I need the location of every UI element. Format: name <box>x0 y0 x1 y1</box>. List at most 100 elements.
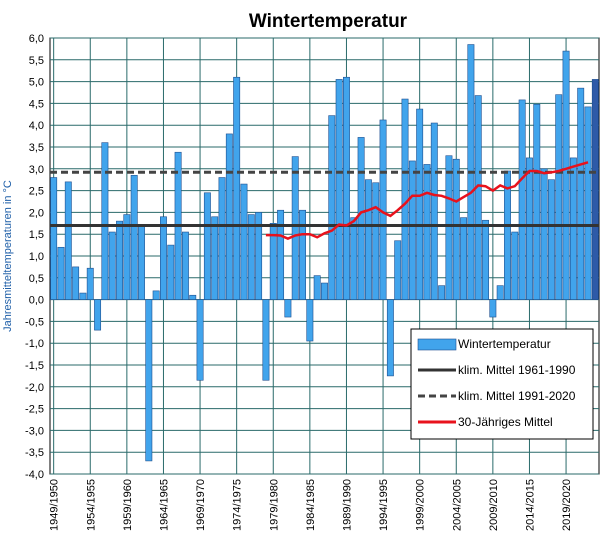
bar <box>101 142 109 300</box>
bar <box>328 115 336 300</box>
bar <box>511 231 519 300</box>
bar <box>408 160 416 300</box>
bar <box>291 156 299 300</box>
bar <box>489 299 497 318</box>
bar-series <box>50 44 599 462</box>
bar <box>240 183 248 300</box>
bar <box>562 50 570 300</box>
bar <box>401 98 409 300</box>
bar <box>350 217 358 300</box>
bar <box>591 79 599 300</box>
x-tick-label: 1949/1950 <box>49 479 61 531</box>
legend: Wintertemperatur klim. Mittel 1961-1990 kl… <box>410 328 594 440</box>
y-tick-label: 3,0 <box>29 164 44 176</box>
legend-label: Wintertemperatur <box>458 337 551 351</box>
bar <box>57 246 65 300</box>
legend-label: 30-Jähriges Mittel <box>458 415 553 429</box>
y-tick-label: 4,0 <box>29 120 44 132</box>
bar <box>94 299 102 331</box>
x-tick-label: 1994/1995 <box>378 479 390 531</box>
bar <box>299 209 306 300</box>
bar <box>518 99 526 300</box>
x-tick-label: 1969/1970 <box>195 479 207 531</box>
bar <box>167 244 175 300</box>
bar <box>64 181 72 300</box>
x-tick-label: 1979/1980 <box>268 479 280 531</box>
legend-label: klim. Mittel 1961-1990 <box>458 363 576 377</box>
y-tick-label: -1,5 <box>25 360 44 372</box>
bar <box>116 220 123 300</box>
y-tick-label: -2,0 <box>25 382 44 394</box>
y-axis-label: Jahresmitteltemperaturen in °C <box>2 180 14 332</box>
bar <box>262 299 270 381</box>
y-tick-label: 1,0 <box>29 251 44 263</box>
bar <box>306 299 314 342</box>
bar <box>547 179 555 300</box>
bar <box>145 299 153 462</box>
bar <box>423 164 431 300</box>
bar <box>430 122 438 300</box>
bar <box>496 285 504 300</box>
y-tick-label: 5,0 <box>29 77 44 89</box>
x-tick-label: 1999/2000 <box>415 479 427 531</box>
y-tick-label: -2,5 <box>25 404 44 416</box>
y-tick-label: -4,0 <box>25 469 44 481</box>
bar <box>123 214 131 300</box>
y-tick-label: 3,5 <box>29 142 44 154</box>
bar <box>138 225 145 300</box>
bar <box>372 182 380 300</box>
bar <box>416 108 424 300</box>
bar <box>72 266 80 300</box>
y-axis-ticks: 6,0 5,5 5,0 4,5 4,0 3,5 3,0 2,5 2,0 1,5 1,0 0,5 0,0 -… <box>25 33 44 481</box>
bar <box>335 79 343 300</box>
bar <box>445 155 453 300</box>
y-tick-label: 0,0 <box>29 295 44 307</box>
bar <box>474 95 482 300</box>
bar <box>526 157 533 300</box>
bar <box>438 285 446 300</box>
bar <box>79 292 87 300</box>
bar <box>203 192 211 300</box>
y-tick-label: -3,0 <box>25 425 44 437</box>
bar <box>555 94 563 300</box>
y-tick-label: 6,0 <box>29 33 44 45</box>
bar <box>247 214 255 300</box>
y-tick-label: -0,5 <box>25 316 44 328</box>
bar <box>255 212 263 300</box>
bar <box>357 137 365 300</box>
bar <box>584 106 592 300</box>
bar <box>569 157 577 300</box>
bar <box>321 282 328 300</box>
bar <box>277 209 285 300</box>
y-tick-label: 4,5 <box>29 98 44 110</box>
bar <box>130 175 138 300</box>
legend-label: klim. Mittel 1991-2020 <box>458 389 576 403</box>
bar <box>233 76 241 300</box>
bar <box>269 223 277 300</box>
bar <box>189 294 197 300</box>
bar <box>533 103 541 300</box>
bar <box>211 216 219 300</box>
x-tick-label: 2004/2005 <box>451 479 463 531</box>
bar <box>540 168 548 300</box>
x-tick-label: 1964/1965 <box>158 479 170 531</box>
bar <box>343 76 350 300</box>
x-tick-label: 1984/1985 <box>305 479 317 531</box>
bar <box>86 267 94 300</box>
x-tick-label: 2014/2015 <box>524 479 536 531</box>
running-mean-line <box>265 161 589 240</box>
y-tick-label: -3,5 <box>25 447 44 459</box>
y-tick-label: 0,5 <box>29 273 44 285</box>
y-tick-label: 2,0 <box>29 207 44 219</box>
bar <box>394 240 402 300</box>
y-tick-label: 1,5 <box>29 229 44 241</box>
bar <box>108 231 116 300</box>
x-tick-label: 1954/1955 <box>85 479 97 531</box>
x-tick-label: 1989/1990 <box>341 479 353 531</box>
x-tick-label: 1959/1960 <box>122 479 134 531</box>
bar <box>160 216 167 300</box>
bar <box>386 299 394 377</box>
bar <box>181 231 189 300</box>
bar <box>218 177 226 300</box>
